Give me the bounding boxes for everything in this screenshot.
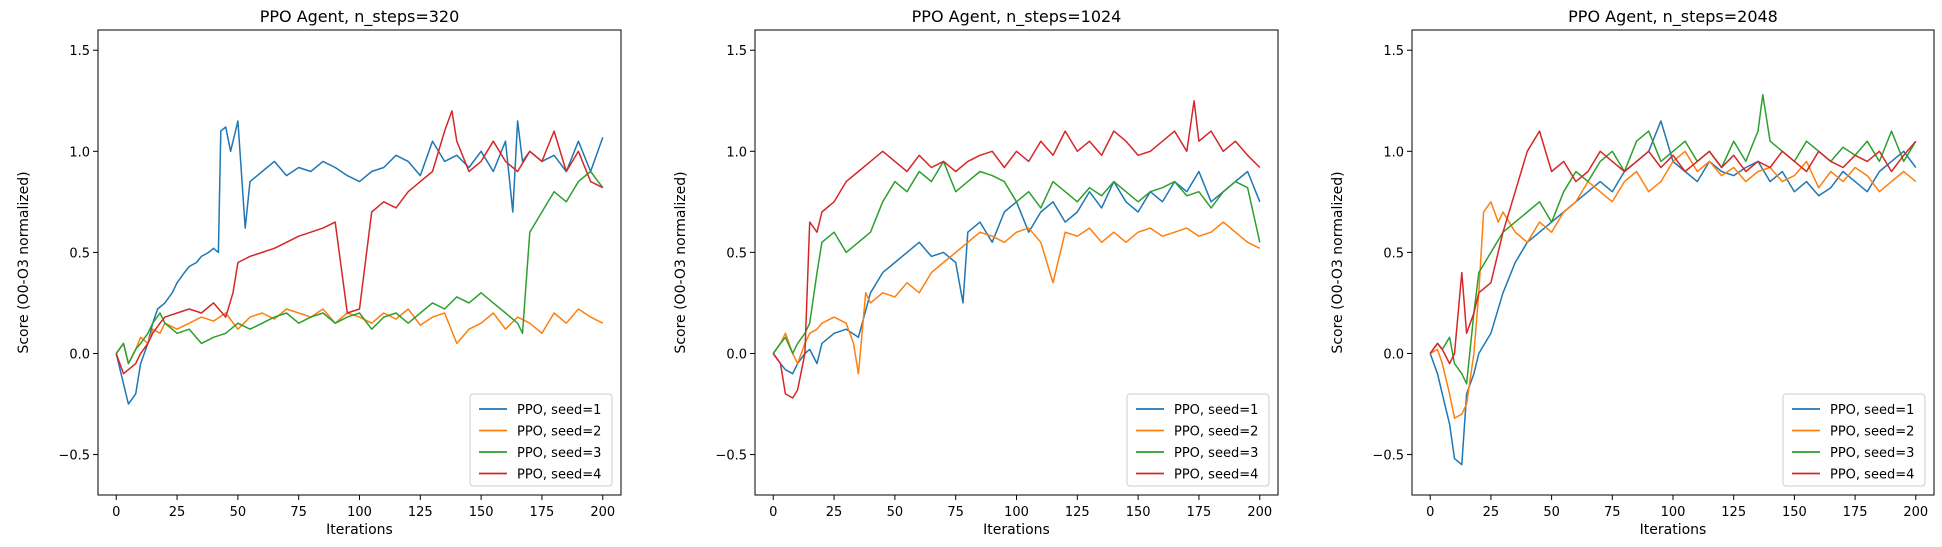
x-tick-label: 25 xyxy=(826,505,843,520)
x-tick-label: 25 xyxy=(1483,505,1500,520)
x-tick-label: 125 xyxy=(1065,505,1090,520)
x-tick-label: 100 xyxy=(347,505,372,520)
legend-label-seed-2: PPO, seed=2 xyxy=(1174,425,1258,440)
series-line-seed-2 xyxy=(772,221,1261,375)
y-axis-label: Score (O0-O3 normalized) xyxy=(16,171,32,353)
series-line-seed-3 xyxy=(115,170,604,365)
subplot-n-steps-2048: 0 25 50 75 100 125 150 175 200 −0.5 0.0 0.5 1.0 1.5 P… xyxy=(1330,7,1935,538)
legend xyxy=(1782,393,1926,487)
subplot-n-steps-320: 0 25 50 75 100 125 150 175 200 −0.5 0.0 0.5 1.0 1.5 P… xyxy=(16,7,622,538)
x-tick-label: 125 xyxy=(1721,505,1746,520)
subplot-title: PPO Agent, n_steps=2048 xyxy=(1568,7,1778,27)
x-tick-label: 75 xyxy=(1604,505,1621,520)
x-axis-label: Iterations xyxy=(326,522,393,538)
y-tick-label: −0.5 xyxy=(1372,449,1404,464)
legend-label-seed-4: PPO, seed=4 xyxy=(517,468,601,483)
x-tick-label: 75 xyxy=(947,505,964,520)
legend-label-seed-2: PPO, seed=2 xyxy=(517,425,601,440)
series-line-seed-1 xyxy=(772,170,1261,375)
legend-label-seed-1: PPO, seed=1 xyxy=(1830,403,1914,418)
series-lines xyxy=(1429,93,1917,466)
x-tick-label: 200 xyxy=(1903,505,1928,520)
y-tick-label: −0.5 xyxy=(58,449,90,464)
series-line-seed-1 xyxy=(115,120,604,405)
y-tick-label: −0.5 xyxy=(715,449,747,464)
legend-label-seed-3: PPO, seed=3 xyxy=(517,446,601,461)
legend-label-seed-1: PPO, seed=1 xyxy=(517,403,601,418)
x-tick-label: 50 xyxy=(1543,505,1560,520)
legend xyxy=(469,393,613,487)
subplot-title: PPO Agent, n_steps=320 xyxy=(260,7,460,27)
subplot-n-steps-1024: 0 25 50 75 100 125 150 175 200 −0.5 0.0 0.5 1.0 1.5 P… xyxy=(673,7,1279,538)
x-tick-label: 0 xyxy=(112,505,120,520)
y-tick-label: 1.5 xyxy=(1383,44,1404,59)
legend-box xyxy=(1126,393,1270,487)
x-tick-label: 100 xyxy=(1661,505,1686,520)
x-tick-label: 125 xyxy=(408,505,433,520)
x-tick-label: 175 xyxy=(530,505,555,520)
y-tick-label: 1.0 xyxy=(1383,145,1404,160)
x-tick-label: 200 xyxy=(590,505,615,520)
series-lines xyxy=(772,100,1261,399)
x-axis-label: Iterations xyxy=(1640,522,1707,538)
x-tick-label: 100 xyxy=(1004,505,1029,520)
x-tick-label: 200 xyxy=(1247,505,1272,520)
series-line-seed-4 xyxy=(115,110,604,375)
y-axis-label: Score (O0-O3 normalized) xyxy=(1330,171,1346,353)
series-line-seed-3 xyxy=(772,160,1261,355)
x-tick-label: 0 xyxy=(769,505,777,520)
x-tick-label: 50 xyxy=(887,505,904,520)
y-tick-label: 1.5 xyxy=(726,44,747,59)
legend-box xyxy=(1782,393,1926,487)
x-tick-label: 175 xyxy=(1187,505,1212,520)
y-tick-label: 0.0 xyxy=(726,347,747,362)
legend-label-seed-3: PPO, seed=3 xyxy=(1174,446,1258,461)
legend xyxy=(1126,393,1270,487)
y-tick-label: 0.5 xyxy=(69,246,90,261)
series-line-seed-4 xyxy=(772,100,1261,399)
y-tick-label: 0.5 xyxy=(726,246,747,261)
legend-label-seed-1: PPO, seed=1 xyxy=(1174,403,1258,418)
legend-label-seed-4: PPO, seed=4 xyxy=(1174,468,1258,483)
y-tick-label: 0.5 xyxy=(1383,246,1404,261)
x-tick-label: 150 xyxy=(469,505,494,520)
x-tick-label: 150 xyxy=(1782,505,1807,520)
y-tick-label: 1.0 xyxy=(726,145,747,160)
x-axis-label: Iterations xyxy=(983,522,1050,538)
y-tick-label: 0.0 xyxy=(1383,347,1404,362)
legend-label-seed-4: PPO, seed=4 xyxy=(1830,468,1914,483)
legend-box xyxy=(469,393,613,487)
subplot-title: PPO Agent, n_steps=1024 xyxy=(912,7,1122,27)
x-tick-label: 75 xyxy=(290,505,307,520)
y-tick-label: 0.0 xyxy=(69,347,90,362)
x-tick-label: 150 xyxy=(1126,505,1151,520)
x-tick-label: 0 xyxy=(1426,505,1434,520)
x-tick-label: 50 xyxy=(230,505,247,520)
legend-label-seed-3: PPO, seed=3 xyxy=(1830,446,1914,461)
x-tick-label: 175 xyxy=(1843,505,1868,520)
series-line-seed-4 xyxy=(1429,130,1917,365)
y-axis-label: Score (O0-O3 normalized) xyxy=(673,171,689,353)
legend-label-seed-2: PPO, seed=2 xyxy=(1830,425,1914,440)
series-line-seed-2 xyxy=(1429,150,1917,419)
series-lines xyxy=(115,110,604,405)
y-tick-label: 1.5 xyxy=(69,44,90,59)
x-tick-label: 25 xyxy=(169,505,186,520)
y-tick-label: 1.0 xyxy=(69,145,90,160)
